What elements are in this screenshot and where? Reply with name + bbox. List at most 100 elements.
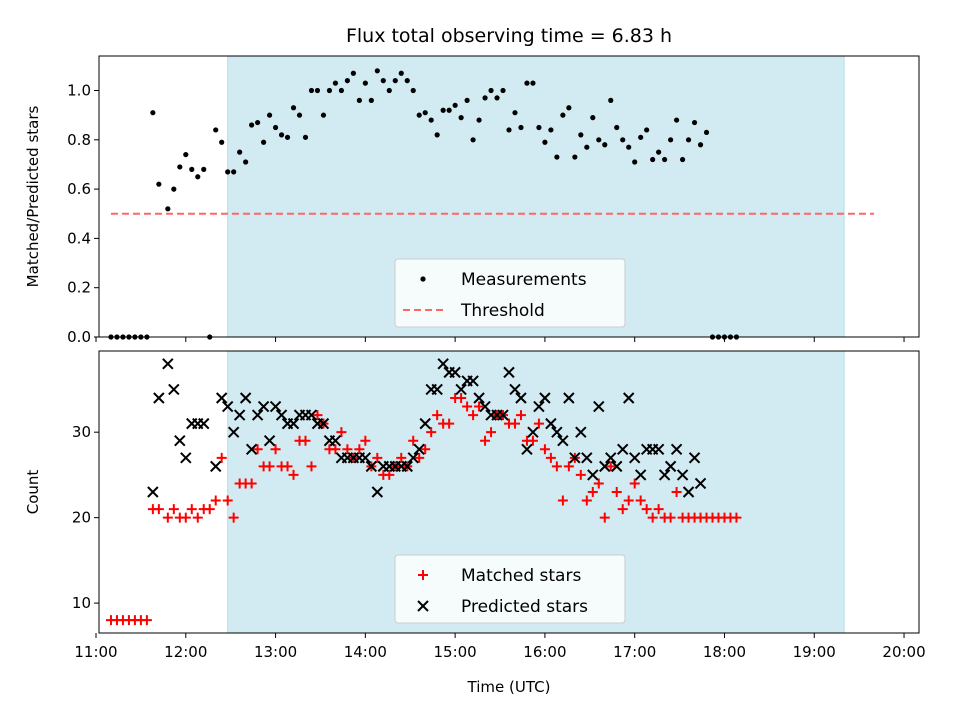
matched-star-point	[509, 418, 520, 429]
measurement-point	[482, 95, 488, 101]
measurement-point	[673, 117, 680, 123]
matched-star-point	[539, 444, 550, 455]
measurement-point	[530, 80, 536, 86]
predicted-star-point	[664, 460, 677, 473]
matched-star-point	[671, 487, 682, 497]
matched-star-point	[306, 461, 317, 472]
measurement-point	[524, 80, 530, 86]
measurement-point	[679, 156, 686, 163]
measurement-point	[428, 117, 434, 123]
y-tick-label: 1.0	[67, 82, 91, 100]
matched-star-point	[228, 512, 239, 523]
measurement-point	[189, 166, 195, 172]
measurement-point	[356, 97, 362, 103]
matched-star-point	[342, 444, 353, 455]
predicted-star-point	[413, 443, 425, 455]
predicted-star-point	[210, 460, 222, 473]
predicted-star-point	[599, 460, 611, 473]
measurement-point	[374, 68, 380, 74]
predicted-star-point	[245, 443, 258, 455]
measurement-point	[685, 137, 692, 143]
measurement-point	[392, 78, 398, 84]
matched-star-point	[216, 452, 227, 463]
matched-star-point	[623, 495, 634, 506]
matched-star-point	[515, 410, 526, 421]
matched-star-point	[186, 504, 197, 515]
measurement-point	[362, 80, 368, 86]
measurement-point	[422, 110, 428, 116]
matched-star-point	[468, 410, 479, 421]
matched-star-point	[557, 495, 568, 506]
measurement-point	[290, 105, 297, 111]
y-tick-label: 0.2	[67, 279, 91, 297]
measurement-point	[260, 139, 267, 145]
predicted-star-point	[365, 460, 378, 473]
x-tick-label: 11:00	[74, 643, 117, 661]
matched-star-point	[486, 427, 497, 438]
predicted-star-point	[437, 358, 449, 370]
predicted-star-point	[263, 435, 276, 447]
predicted-star-point	[527, 426, 539, 438]
y-axis-label: Count	[24, 470, 42, 515]
measurement-point	[470, 137, 476, 143]
measurement-point	[243, 159, 249, 165]
measurement-point	[195, 174, 201, 180]
measurement-point	[458, 115, 464, 121]
x-tick-label: 13:00	[254, 643, 297, 661]
matched-star-point	[354, 444, 365, 455]
measurement-point	[691, 119, 698, 126]
predicted-star-point	[305, 409, 318, 421]
axes-frame	[98, 350, 920, 634]
matched-star-point	[384, 469, 395, 480]
predicted-star-point	[634, 469, 647, 481]
matched-star-point	[264, 461, 275, 472]
measurement-point	[213, 127, 219, 133]
measurement-point	[404, 78, 410, 84]
measurement-point	[183, 151, 189, 158]
measurement-point	[249, 122, 255, 128]
series-matched-stars	[105, 393, 742, 626]
predicted-star-point	[533, 400, 545, 413]
predicted-star-point	[682, 486, 695, 498]
predicted-star-point	[257, 400, 270, 413]
y-tick-label: 0.8	[67, 131, 91, 149]
predicted-star-point	[251, 409, 264, 421]
predicted-star-point	[287, 417, 300, 430]
measurement-point	[446, 107, 452, 113]
matched-star-point	[665, 512, 676, 523]
predicted-star-point	[623, 392, 635, 404]
matched-star-point	[246, 478, 257, 489]
matched-star-point	[444, 418, 455, 429]
bottom-panel: 10 20 30 11:00 12:00 13:00 14:00 15:00 16:00 17:0…	[24, 350, 926, 696]
matched-star-point	[414, 452, 425, 463]
measurement-point	[668, 137, 674, 143]
matched-star-point	[731, 512, 742, 523]
legend-label: Measurements	[461, 270, 587, 290]
predicted-star-point	[269, 400, 282, 413]
predicted-star-point	[449, 366, 461, 379]
predicted-star-point	[329, 435, 342, 447]
matched-star-point	[408, 435, 419, 446]
measurement-point	[201, 166, 207, 172]
predicted-star-point	[593, 400, 605, 413]
predicted-star-point	[419, 417, 431, 430]
predicted-star-point	[371, 486, 384, 498]
predicted-star-point	[676, 469, 689, 481]
measurement-point	[662, 156, 668, 163]
predicted-star-point	[198, 417, 210, 430]
measurement-point	[602, 142, 608, 148]
measurement-point	[332, 80, 339, 86]
measurement-point	[156, 181, 162, 187]
matched-star-point	[372, 452, 383, 463]
measurement-point	[620, 137, 626, 143]
measurement-point	[326, 87, 333, 94]
matched-star-point	[653, 504, 664, 515]
measurement-point	[314, 87, 321, 94]
matched-star-point	[360, 435, 371, 446]
series-measurements	[108, 68, 740, 340]
x-tick-label: 14:00	[344, 643, 387, 661]
measurement-point	[536, 124, 542, 131]
measurement-point	[614, 124, 620, 131]
measurement-point	[697, 142, 704, 148]
measurement-point	[512, 110, 518, 116]
